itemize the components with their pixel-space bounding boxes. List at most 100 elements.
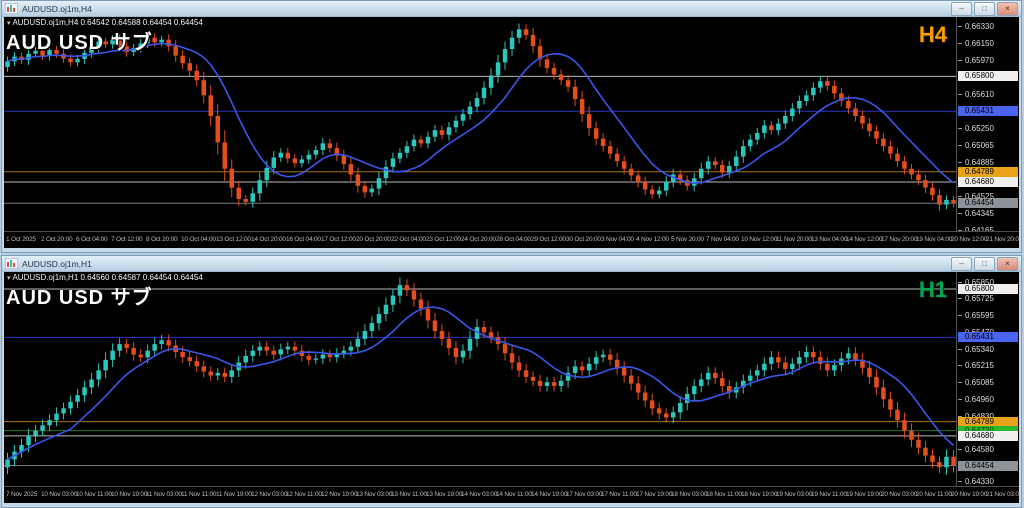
close-button[interactable]: × [997,256,1018,271]
candle-body [404,146,410,153]
timeframe-badge: H1 [918,277,947,302]
minimize-button[interactable]: – [951,256,972,271]
candle-body [54,413,59,421]
chart-area-h4[interactable]: ▾ AUDUSD.oj1m,H4 0.64542 0.64588 0.64454… [4,17,1019,248]
window-titlebar[interactable]: AUDUSD.oj1m,H1 – □ × [2,256,1021,272]
candle-body [832,365,837,371]
close-button[interactable]: × [997,1,1018,16]
candle-body [649,189,655,195]
ohlc-info-line: ▾ AUDUSD.oj1m,H4 0.64542 0.64588 0.64454… [7,18,203,27]
time-label: 19 Nov 19:00 [846,491,883,498]
candle-body [362,331,368,339]
time-axis[interactable]: 1 Oct 2025 2 Oct 20:00 6 Oct 04:00 7 Oct 12… [4,231,1019,248]
candle-body [285,152,291,159]
time-label: 22 Oct 04:00 [391,236,426,243]
candle-body [26,435,31,446]
candle-body [208,371,213,376]
time-label: 17 Nov 03:00 [566,491,603,498]
candle-body [117,344,122,351]
candle-body [846,100,851,109]
level-price-box: 0.64720 [958,425,1018,436]
candle-body [741,146,746,157]
candle-body [741,380,746,388]
candle-body [734,156,739,166]
candle-body [825,363,830,371]
candle-body [874,131,879,139]
moving-average-line [7,42,955,185]
candle-body [544,59,550,68]
candle-body [96,370,101,380]
price-axis[interactable]: 0.65850 0.65725 0.65595 0.65470 0.65340 0.652… [956,272,1019,487]
time-label: 5 Nov 20:00 [671,236,704,243]
candle-body [299,159,305,164]
candle-body [509,37,515,49]
price-tick: 0.64960 [957,395,994,404]
candlestick-plot[interactable] [4,272,957,487]
minimize-button[interactable]: – [951,1,972,16]
candle-body [530,376,536,381]
chart-area-h1[interactable]: ▾ AUDUSD.oj1m,H1 0.64560 0.64587 0.64454… [4,272,1019,503]
candle-body [341,350,347,354]
time-label: 18 Nov 11:00 [706,491,742,498]
candlestick-plot[interactable] [4,17,957,232]
candle-body [635,383,641,393]
candle-body [727,166,732,173]
candle-body [187,63,192,71]
candle-body [628,375,634,384]
candle-body [671,174,676,182]
candle-body [839,93,844,101]
candle-body [369,188,375,193]
candle-body [152,344,157,351]
time-label: 11 Nov 03:00 [146,491,182,498]
candle-body [748,139,753,147]
time-label: 13 Oct 12:00 [216,236,251,243]
price-tick: 0.65065 [957,141,994,150]
candle-body [797,357,802,364]
candle-body [783,362,788,370]
candle-body [26,53,31,60]
candle-body [453,348,459,358]
ohlc-info-line: ▾ AUDUSD.oj1m,H1 0.64560 0.64587 0.64454… [7,273,203,282]
candle-body [243,199,248,202]
time-label: 14 Nov 03:00 [461,491,498,498]
candle-body [614,153,620,162]
price-tick: 0.64330 [957,477,994,486]
level-price-box: 0.64680 [958,177,1018,187]
candle-body [902,420,907,431]
time-label: 20 Nov 03:00 [881,491,918,498]
time-label: 16 Oct 04:00 [286,236,321,243]
candle-body [923,447,928,456]
restore-button[interactable]: □ [974,256,995,271]
candle-body [748,375,753,381]
candle-body [671,412,676,418]
candle-body [138,354,143,358]
candle-body [208,95,213,116]
candle-body [523,370,529,377]
window-titlebar[interactable]: AUDUSD.oj1m,H4 – □ × [2,1,1021,17]
time-axis[interactable]: 7 Nov 2025 10 Nov 03:00 10 Nov 11:00 10 Nov… [4,486,1019,503]
price-axis[interactable]: 0.66330 0.66150 0.65970 0.65610 0.65250 0.650… [956,17,1019,235]
time-label: 19 Nov 03:00 [776,491,813,498]
price-tick: 0.66330 [957,22,994,31]
candle-body [699,379,704,387]
candle-body [776,123,781,131]
time-label: 17 Oct 12:00 [321,236,356,243]
price-tick: 0.64525 [957,192,994,201]
candle-body [874,376,879,388]
candle-body [565,80,571,87]
candle-body [432,320,438,331]
candle-body [481,327,487,333]
candle-body [551,67,557,75]
candle-body [649,400,655,409]
candle-body [75,395,80,402]
candle-body [579,99,585,115]
candle-body [460,114,466,121]
time-label: 14 Nov 12:00 [846,236,883,243]
time-label: 3 Nov 04:00 [601,236,634,243]
candle-body [502,344,508,354]
candle-body [355,174,361,186]
candle-body [96,41,101,48]
candle-body [727,386,732,393]
restore-button[interactable]: □ [974,1,995,16]
candle-body [467,338,473,351]
